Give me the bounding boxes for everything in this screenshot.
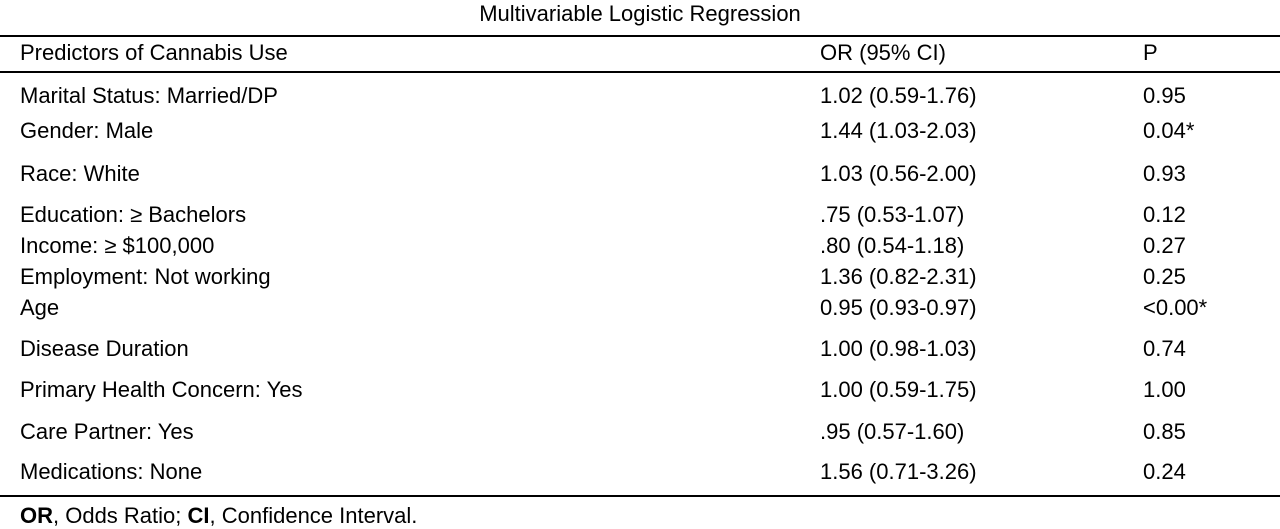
table-cell: 0.04* (1143, 118, 1195, 143)
table-cell: 1.00 (0.59-1.75) (820, 377, 977, 402)
table-cell: 1.03 (0.56-2.00) (820, 161, 977, 186)
table-cell: 1.00 (1143, 377, 1186, 402)
footnote-text: , Confidence Interval. (209, 503, 418, 528)
table-cell: Medications: None (20, 459, 203, 484)
header-cell: Predictors of Cannabis Use (20, 40, 288, 65)
table-cell: Disease Duration (20, 336, 189, 361)
header-cell: OR (95% CI) (820, 40, 946, 65)
table-cell: 1.00 (0.98-1.03) (820, 336, 977, 361)
table-cell: 0.85 (1143, 419, 1186, 444)
table-cell: 0.24 (1143, 459, 1186, 484)
table-cell: Care Partner: Yes (20, 419, 194, 444)
title: Multivariable Logistic Regression (479, 1, 801, 26)
table-cell: 0.93 (1143, 161, 1186, 186)
table-cell: Education: ≥ Bachelors (20, 202, 247, 227)
table-cell: 0.74 (1143, 336, 1186, 361)
table-cell: <0.00* (1143, 295, 1208, 320)
table-cell: Income: ≥ $100,000 (20, 233, 215, 258)
table-cell: .95 (0.57-1.60) (820, 419, 965, 444)
table-cell: 0.95 (0.93-0.97) (820, 295, 977, 320)
table-cell: Age (20, 295, 60, 320)
footnote-abbr: OR (20, 503, 53, 528)
table-cell: Race: White (20, 161, 140, 186)
table-cell: Marital Status: Married/DP (20, 83, 278, 108)
top-rule (0, 35, 1280, 37)
table-cell: Employment: Not working (20, 264, 271, 289)
bottom-rule (0, 495, 1280, 497)
footnote-abbr: CI (187, 503, 210, 528)
table-cell: Primary Health Concern: Yes (20, 377, 303, 402)
table-cell: 0.12 (1143, 202, 1186, 227)
header-cell: P (1143, 40, 1158, 65)
table-cell: 0.27 (1143, 233, 1186, 258)
table-cell: 1.56 (0.71-3.26) (820, 459, 977, 484)
table-cell: 1.36 (0.82-2.31) (820, 264, 977, 289)
table-cell: Gender: Male (20, 118, 154, 143)
footnote: OR, Odds Ratio; CI, Confidence Interval. (20, 503, 417, 529)
table-cell: 0.25 (1143, 264, 1186, 289)
table-cell: 1.02 (0.59-1.76) (820, 83, 977, 108)
table-cell: 1.44 (1.03-2.03) (820, 118, 977, 143)
footnote-text: , Odds Ratio; (53, 503, 188, 528)
table-cell: .80 (0.54-1.18) (820, 233, 965, 258)
table-cell: 0.95 (1143, 83, 1186, 108)
header-rule (0, 71, 1280, 73)
table-cell: .75 (0.53-1.07) (820, 202, 965, 227)
